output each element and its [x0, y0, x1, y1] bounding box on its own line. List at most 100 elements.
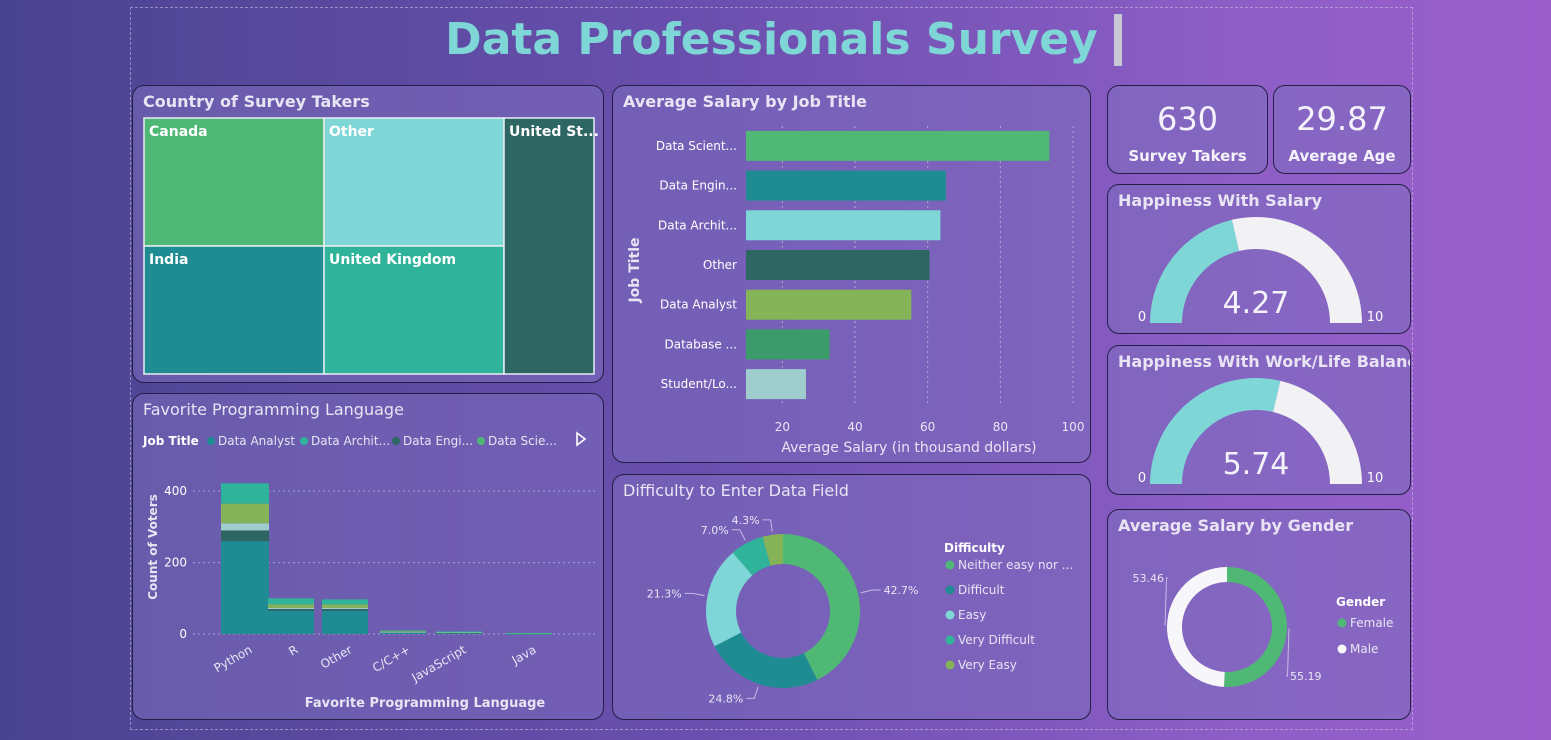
difficulty-slice-1[interactable]	[714, 632, 818, 688]
lang-legend-dot-0	[207, 437, 215, 445]
lang-bar-3-seg-0[interactable]	[380, 632, 426, 634]
salary-bar-1[interactable]	[746, 170, 946, 201]
report-canvas-frame	[130, 7, 1413, 730]
lang-ylabel: Count of Voters	[146, 494, 160, 600]
salary-xtick-3: 80	[993, 420, 1008, 434]
gender-slice-0[interactable]	[1223, 567, 1287, 687]
treemap-cell-4[interactable]	[503, 117, 595, 375]
lang-legend-title: Job Title	[142, 434, 199, 448]
lang-legend-label-1[interactable]: Data Archit...	[311, 434, 390, 448]
lang-bar-0-seg-1[interactable]	[221, 530, 269, 542]
programming-language-card[interactable]: Favorite Programming Language Job Title D…	[132, 393, 604, 720]
treemap-cell-3[interactable]	[323, 245, 505, 375]
lang-bar-0-seg-0[interactable]	[221, 541, 269, 634]
gauge-worklife-plot: 5.74 0 10	[1138, 378, 1383, 486]
difficulty-slice-2[interactable]	[706, 552, 753, 647]
gender-salary-card[interactable]: Average Salary by Gender 55.19 53.46 Gende…	[1107, 509, 1411, 720]
salary-bar-5[interactable]	[746, 329, 830, 360]
gauge-worklife-card[interactable]: Happiness With Work/Life Balance 5.74 0 10	[1107, 345, 1411, 495]
lang-legend-dot-2	[392, 437, 400, 445]
gauge-salary-card[interactable]: Happiness With Salary 4.27 0 10	[1107, 184, 1411, 334]
lang-bar-1-seg-4[interactable]	[268, 598, 314, 605]
country-treemap-card[interactable]: Country of Survey Takers Canada Other Indi…	[132, 85, 604, 383]
difficulty-legend-label-4[interactable]: Very Easy	[958, 658, 1017, 672]
difficulty-slice-4[interactable]	[762, 534, 783, 566]
difficulty-legend-label-3[interactable]: Very Difficult	[958, 633, 1035, 647]
difficulty-data-label-0: 42.7%	[884, 584, 919, 597]
salary-xtick-2: 60	[920, 420, 935, 434]
lang-bar-2-seg-0[interactable]	[322, 610, 368, 634]
lang-bar-5-seg-4[interactable]	[506, 632, 552, 634]
treemap-cell-2[interactable]	[143, 245, 325, 375]
lang-bar-1-seg-0[interactable]	[268, 610, 314, 634]
lang-bar-0-seg-4[interactable]	[221, 483, 269, 504]
salary-ytick-5: Database ...	[664, 337, 737, 351]
treemap-label-3: United Kingdom	[329, 252, 456, 268]
lang-ytick-2: 400	[164, 484, 187, 498]
difficulty-slice-0[interactable]	[783, 534, 860, 680]
treemap-cell-0[interactable]	[143, 117, 325, 247]
kpi-average-age-card[interactable]: 29.87 Average Age	[1273, 85, 1411, 174]
salary-xtick-1: 40	[847, 420, 862, 434]
kpi-average-age-label: Average Age	[1288, 147, 1396, 165]
difficulty-legend-label-1[interactable]: Difficult	[958, 583, 1005, 597]
difficulty-leader-1	[746, 686, 759, 699]
lang-ytick-1: 200	[164, 556, 187, 570]
salary-bar-3[interactable]	[746, 250, 930, 280]
difficulty-legend-dot-4	[945, 660, 955, 670]
salary-bar-4[interactable]	[746, 289, 912, 320]
lang-bar-1-seg-1[interactable]	[268, 609, 314, 611]
treemap-label-4: United St...	[509, 124, 599, 140]
lang-ytick-0: 0	[179, 627, 187, 641]
lang-bar-2-seg-2[interactable]	[322, 607, 368, 609]
salary-bar-2[interactable]	[746, 210, 941, 241]
kpi-survey-takers-value: 630	[1156, 100, 1219, 138]
lang-xtick-2: Other	[318, 642, 355, 671]
title-divider	[1114, 14, 1122, 66]
lang-bar-1-seg-3[interactable]	[268, 604, 314, 608]
gender-legend-dot-0	[1337, 618, 1347, 628]
gender-legend-label-1[interactable]: Male	[1350, 642, 1378, 656]
legend-next-arrow-icon[interactable]	[576, 431, 587, 447]
salary-xtick-0: 20	[775, 420, 790, 434]
salary-chart-plot[interactable]: 20 40 60 80 100 Data Scient... Data Engin... Da…	[613, 86, 1091, 463]
difficulty-slice-3[interactable]	[732, 536, 771, 576]
difficulty-card[interactable]: Difficulty to Enter Data Field 42.7% 24.8…	[612, 474, 1091, 720]
salary-by-job-card[interactable]: Average Salary by Job Title 20 40 60 80 100 D…	[612, 85, 1091, 463]
lang-bar-3-seg-4[interactable]	[380, 630, 426, 632]
salary-ytick-4: Data Analyst	[660, 298, 737, 312]
lang-bar-2-seg-3[interactable]	[322, 604, 368, 608]
lang-legend-label-0[interactable]: Data Analyst	[218, 434, 295, 448]
lang-chart-plot[interactable]: Job Title Data Analyst Data Archit... Data …	[133, 394, 604, 720]
salary-ytick-0: Data Scient...	[656, 139, 737, 153]
difficulty-legend-label-0[interactable]: Neither easy nor ...	[958, 558, 1073, 572]
lang-chart-title: Favorite Programming Language	[143, 400, 404, 419]
salary-bar-0[interactable]	[746, 130, 1050, 161]
salary-ytick-2: Data Archit...	[658, 218, 737, 232]
lang-bar-1-seg-2[interactable]	[268, 607, 314, 609]
lang-bar-2-seg-4[interactable]	[322, 599, 368, 605]
gender-legend-label-0[interactable]: Female	[1350, 616, 1393, 630]
lang-bar-4-seg-4[interactable]	[436, 631, 482, 633]
kpi-survey-takers-card[interactable]: 630 Survey Takers	[1107, 85, 1268, 174]
gender-chart-plot[interactable]: 55.19 53.46 Gender Female Male	[1108, 510, 1411, 720]
gauge-worklife-track-arc	[1273, 380, 1362, 484]
gender-slice-1[interactable]	[1166, 567, 1227, 687]
difficulty-legend-dot-3	[945, 635, 955, 645]
salary-bar-6[interactable]	[746, 369, 806, 400]
lang-legend-label-2[interactable]: Data Engi...	[403, 434, 473, 448]
lang-bar-3-seg-3[interactable]	[380, 631, 426, 632]
difficulty-data-label-2: 21.3%	[647, 587, 682, 600]
lang-bar-0-seg-3[interactable]	[221, 503, 269, 524]
treemap-plot[interactable]: Canada Other India United Kingdom United St.…	[133, 86, 604, 383]
lang-bar-2-seg-1[interactable]	[322, 609, 368, 611]
treemap-cell-1[interactable]	[323, 117, 505, 247]
lang-bar-0-seg-2[interactable]	[221, 523, 269, 531]
lang-bar-3-seg-2[interactable]	[380, 631, 426, 633]
salary-chart-title: Average Salary by Job Title	[623, 92, 867, 111]
lang-legend-label-3[interactable]: Data Scie...	[488, 434, 557, 448]
lang-bar-4-seg-0[interactable]	[436, 632, 482, 634]
difficulty-legend-label-2[interactable]: Easy	[958, 608, 986, 622]
difficulty-legend-dot-1	[945, 585, 955, 595]
difficulty-chart-plot[interactable]: 42.7% 24.8% 21.3% 7.0%4.3% Difficulty Neither…	[613, 475, 1091, 720]
